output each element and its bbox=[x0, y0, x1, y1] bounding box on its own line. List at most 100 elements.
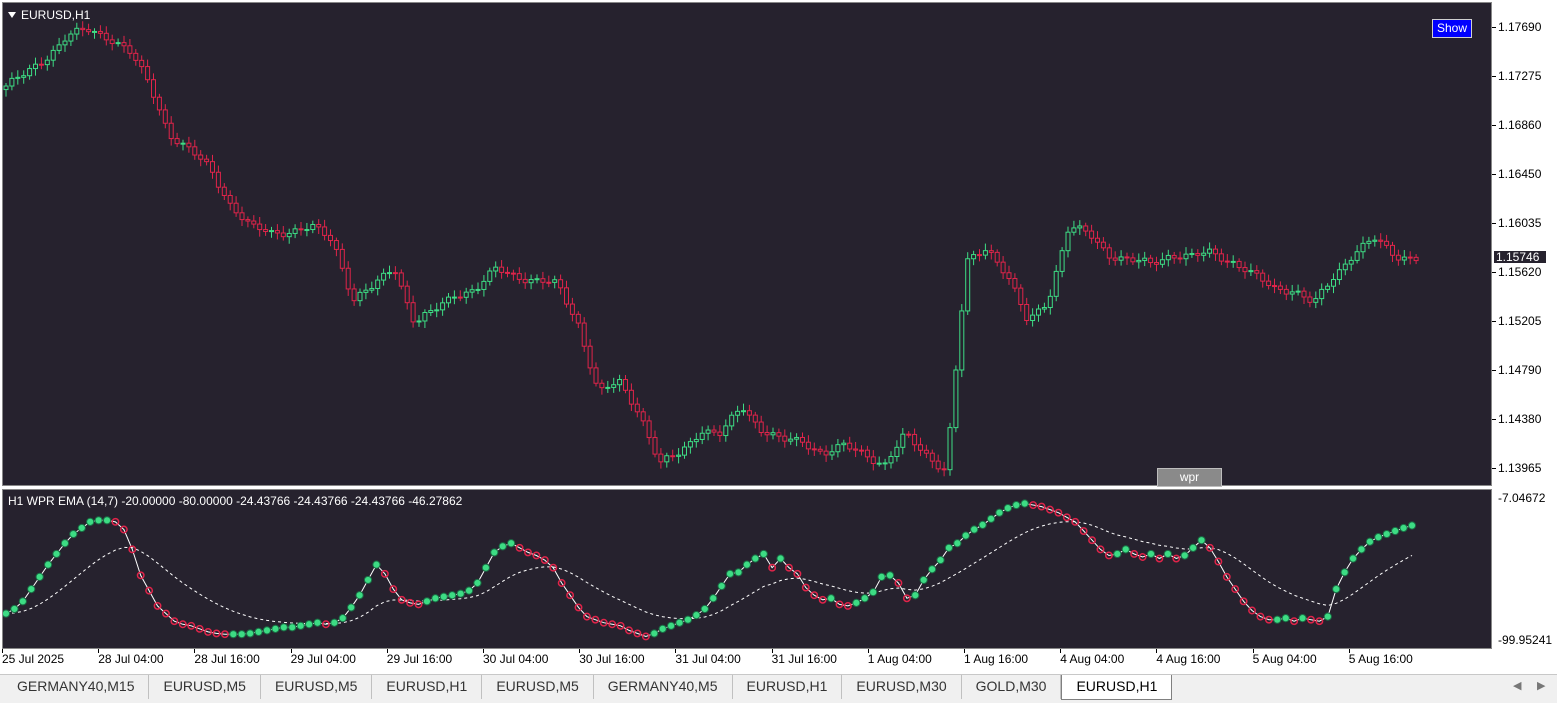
candle bbox=[510, 269, 516, 281]
wpr-point-up bbox=[246, 629, 255, 638]
wpr-point-down bbox=[195, 624, 204, 633]
time-axis-tick bbox=[386, 649, 388, 653]
chart-tab[interactable]: EURUSD,H1 bbox=[1061, 675, 1173, 700]
candle bbox=[156, 93, 162, 116]
candle bbox=[782, 429, 788, 448]
candle bbox=[1065, 226, 1071, 258]
wpr-point-down bbox=[810, 591, 819, 600]
chart-tab[interactable]: EURUSD,M5 bbox=[482, 675, 594, 699]
candle bbox=[1307, 291, 1313, 308]
candle bbox=[1242, 261, 1248, 279]
wpr-point-up bbox=[18, 597, 27, 606]
candle bbox=[499, 260, 505, 279]
wpr-indicator-pane[interactable]: H1 WPR EMA (14,7) -20.00000 -80.00000 -2… bbox=[2, 489, 1492, 649]
wpr-point-up bbox=[658, 624, 667, 633]
candle bbox=[27, 64, 33, 80]
price-axis-tick bbox=[1492, 174, 1496, 175]
wpr-point-up bbox=[860, 594, 869, 603]
candle bbox=[9, 72, 15, 91]
wpr-point-up bbox=[43, 560, 53, 569]
chart-tab-bar: GERMANY40,M15 EURUSD,M5 EURUSD,M5 EURUSD,H1… bbox=[0, 674, 1557, 703]
candle bbox=[1395, 249, 1401, 266]
indicator-axis-label: -99.95241 bbox=[1498, 633, 1553, 647]
price-axis-tick bbox=[1492, 223, 1496, 224]
candle bbox=[1301, 287, 1307, 305]
chart-tab[interactable]: GERMANY40,M15 bbox=[3, 675, 150, 699]
wpr-button[interactable]: wpr bbox=[1157, 468, 1222, 487]
wpr-point-up bbox=[675, 618, 684, 627]
chart-tab[interactable]: EURUSD,H1 bbox=[733, 675, 843, 699]
candle bbox=[375, 275, 381, 296]
candle bbox=[151, 73, 156, 105]
candle bbox=[469, 284, 475, 299]
wpr-point-down bbox=[1155, 554, 1164, 563]
candle bbox=[1012, 273, 1018, 293]
candle bbox=[1041, 302, 1047, 313]
candle bbox=[1154, 256, 1159, 272]
wpr-point-up bbox=[86, 517, 95, 526]
show-button[interactable]: Show bbox=[1432, 19, 1472, 38]
dropdown-triangle-icon[interactable] bbox=[8, 12, 16, 18]
price-axis-label: 1.17690 bbox=[1498, 20, 1542, 34]
candle bbox=[1413, 254, 1419, 265]
candle bbox=[817, 445, 823, 455]
candle bbox=[729, 411, 735, 431]
chart-tab[interactable]: EURUSD,M30 bbox=[842, 675, 962, 699]
wpr-point-up bbox=[692, 610, 701, 620]
candle bbox=[487, 267, 493, 286]
wpr-point-down bbox=[153, 601, 162, 610]
price-chart-pane[interactable]: EURUSD,H1 Show wpr bbox=[2, 2, 1492, 487]
chart-tab[interactable]: GOLD,M30 bbox=[962, 675, 1062, 699]
wpr-point-up bbox=[464, 586, 474, 595]
time-axis-tick bbox=[1060, 649, 1062, 653]
wpr-point-down bbox=[1054, 508, 1063, 517]
wpr-point-down bbox=[591, 615, 600, 624]
wpr-point-down bbox=[616, 621, 625, 630]
wpr-point-down bbox=[136, 571, 145, 580]
tab-scroll-left-icon[interactable]: ◀ bbox=[1513, 680, 1522, 692]
candle bbox=[50, 45, 56, 67]
chart-tab[interactable]: EURUSD,H1 bbox=[372, 675, 483, 699]
wpr-point-down bbox=[1231, 585, 1240, 594]
candle bbox=[1112, 251, 1118, 266]
wpr-point-up bbox=[490, 548, 499, 557]
wpr-point-down bbox=[128, 545, 137, 554]
candle bbox=[103, 26, 109, 46]
wpr-point-up bbox=[237, 630, 246, 639]
wpr-point-up bbox=[1113, 549, 1122, 559]
candle bbox=[853, 442, 859, 458]
candle bbox=[1136, 253, 1142, 269]
candle bbox=[251, 215, 257, 229]
wpr-point-up bbox=[885, 571, 895, 580]
candle bbox=[575, 311, 581, 329]
candle bbox=[328, 229, 333, 247]
wpr-point-down bbox=[1256, 612, 1265, 621]
wpr-point-up bbox=[734, 568, 743, 577]
wpr-point-up bbox=[742, 560, 751, 569]
candle bbox=[788, 432, 794, 445]
chart-tab[interactable]: EURUSD,M5 bbox=[261, 675, 373, 699]
candle bbox=[274, 224, 280, 240]
candle bbox=[1319, 283, 1325, 306]
chart-window[interactable]: EURUSD,H1 Show wpr H1 WPR EMA (14,7) -20… bbox=[0, 0, 1557, 674]
wpr-point-down bbox=[119, 525, 128, 534]
candle bbox=[68, 30, 74, 46]
candle bbox=[859, 445, 864, 456]
wpr-point-up bbox=[372, 560, 381, 569]
wpr-point-up bbox=[1163, 549, 1172, 559]
wpr-point-up bbox=[1298, 614, 1307, 623]
candle bbox=[628, 383, 634, 412]
wpr-point-up bbox=[1121, 545, 1130, 554]
tab-scroll-right-icon[interactable]: ▶ bbox=[1537, 680, 1546, 692]
candle bbox=[457, 290, 463, 302]
candle bbox=[935, 454, 941, 473]
chart-tab[interactable]: GERMANY40,M5 bbox=[594, 675, 733, 699]
wpr-point-up bbox=[944, 543, 954, 552]
wpr-point-down bbox=[397, 595, 406, 604]
wpr-point-up bbox=[27, 585, 36, 594]
chart-tab[interactable]: EURUSD,M5 bbox=[149, 675, 261, 699]
wpr-point-down bbox=[1138, 553, 1147, 561]
wpr-point-down bbox=[1264, 615, 1273, 624]
candle bbox=[941, 461, 947, 477]
price-axis-label: 1.15205 bbox=[1498, 314, 1542, 328]
